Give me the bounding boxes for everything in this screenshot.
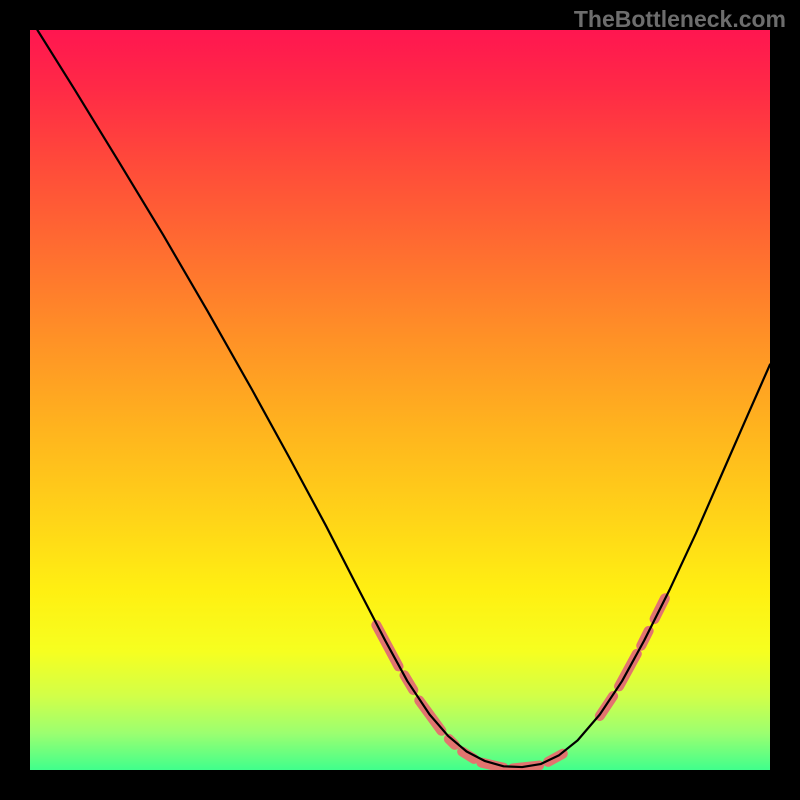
bottleneck-curve bbox=[37, 30, 770, 767]
chart-stage: TheBottleneck.com bbox=[0, 0, 800, 800]
watermark-text: TheBottleneck.com bbox=[574, 6, 786, 33]
curve-overlay bbox=[30, 30, 770, 770]
plot-area bbox=[30, 30, 770, 770]
